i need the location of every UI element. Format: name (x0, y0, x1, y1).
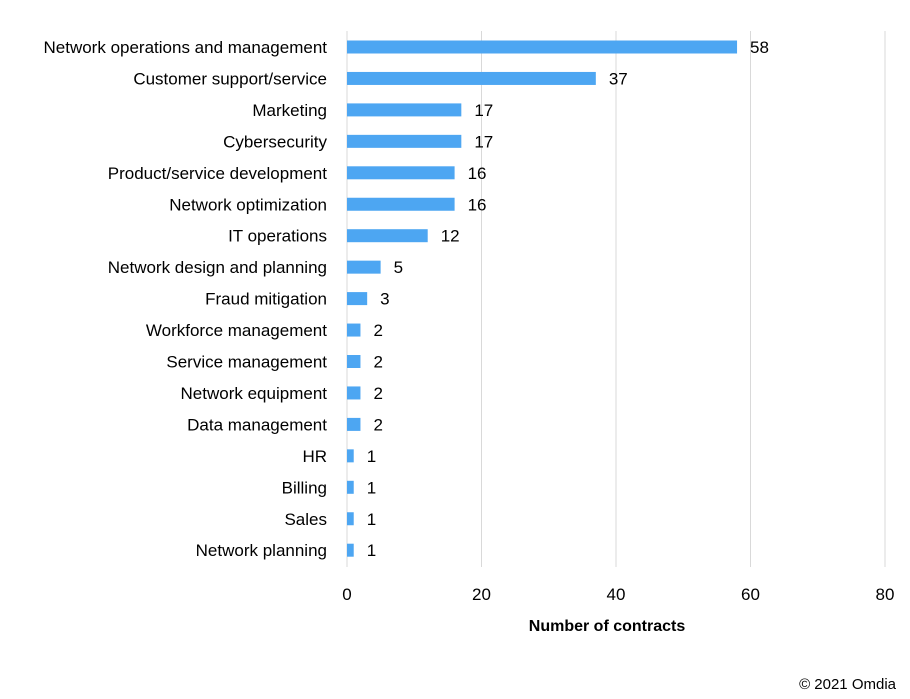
category-label: Workforce management (146, 321, 327, 340)
data-label: 5 (394, 258, 403, 277)
x-tick-label: 40 (607, 585, 626, 604)
data-label: 16 (468, 164, 487, 183)
data-label: 2 (373, 353, 382, 372)
x-tick-label: 60 (741, 585, 760, 604)
data-label: 37 (609, 69, 628, 88)
data-label: 16 (468, 195, 487, 214)
bar (347, 386, 361, 400)
category-label: Network planning (196, 541, 327, 560)
bar (347, 103, 462, 117)
bar (347, 260, 381, 274)
data-label: 2 (373, 415, 382, 434)
category-label: IT operations (228, 227, 327, 246)
data-label: 12 (441, 227, 460, 246)
x-axis-title: Number of contracts (529, 618, 686, 635)
category-labels: Network operations and management Custome… (44, 38, 328, 560)
data-label: 2 (373, 384, 382, 403)
bar (347, 480, 354, 494)
category-label: Network equipment (181, 384, 328, 403)
category-label: Cybersecurity (223, 132, 327, 151)
category-label: Network operations and management (44, 38, 328, 57)
bar (347, 543, 354, 557)
bar (347, 292, 368, 306)
category-label: Sales (284, 510, 327, 529)
bar (347, 449, 354, 463)
data-label: 17 (474, 132, 493, 151)
category-label: Customer support/service (133, 69, 327, 88)
category-label: Network design and planning (108, 258, 327, 277)
x-tick-labels: 0 20 40 60 80 (342, 585, 894, 604)
bar (347, 134, 462, 148)
category-label: Marketing (252, 101, 327, 120)
data-label: 58 (750, 38, 769, 57)
category-label: Product/service development (108, 164, 328, 183)
category-label: HR (302, 447, 327, 466)
data-label: 1 (367, 541, 376, 560)
bar (347, 512, 354, 526)
data-label: 17 (474, 101, 493, 120)
x-tick-label: 80 (876, 585, 895, 604)
x-tick-label: 20 (472, 585, 491, 604)
data-labels: 58 37 17 17 16 16 12 53 2 2 2 2 1 1 1 1 (367, 38, 769, 560)
category-label: Fraud mitigation (205, 290, 327, 309)
category-label: Network optimization (169, 195, 327, 214)
copyright-footer: © 2021 Omdia (799, 676, 896, 693)
data-label: 2 (373, 321, 382, 340)
bar (347, 323, 361, 337)
data-label: 3 (380, 290, 389, 309)
bar (347, 197, 455, 211)
x-tick-label: 0 (342, 585, 351, 604)
category-label: Data management (187, 415, 327, 434)
bars (347, 40, 738, 557)
bar (347, 417, 361, 431)
bar (347, 229, 428, 243)
data-label: 1 (367, 478, 376, 497)
bar (347, 355, 361, 368)
bar (347, 71, 596, 85)
category-label: Billing (282, 478, 327, 497)
data-label: 1 (367, 510, 376, 529)
gridlines (346, 31, 886, 567)
bar (347, 40, 738, 54)
data-label: 1 (367, 447, 376, 466)
bar (347, 166, 455, 180)
category-label: Service management (166, 353, 327, 372)
